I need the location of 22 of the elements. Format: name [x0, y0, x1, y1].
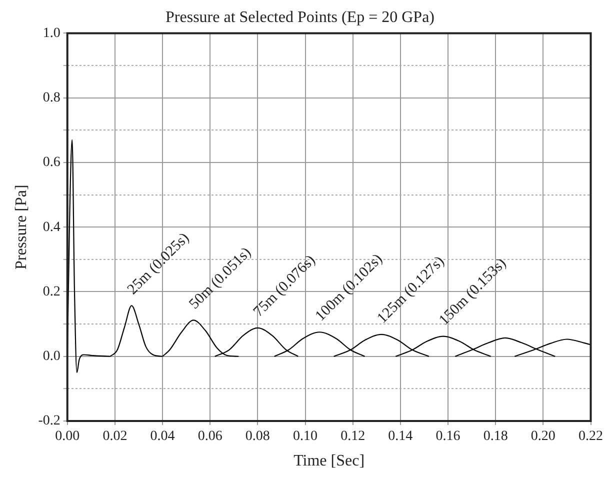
chart-title: Pressure at Selected Points (Ep = 20 GPa) — [166, 8, 434, 26]
y-tick-label: 0.2 — [42, 284, 60, 300]
x-axis-title: Time [Sec] — [294, 452, 365, 470]
x-tick-label: 0.08 — [245, 429, 270, 444]
y-tick-label: 1.0 — [42, 26, 60, 41]
x-tick-label: 0.14 — [388, 429, 413, 444]
x-tick-label: 0.02 — [102, 429, 128, 444]
y-tick-label: 0.6 — [42, 155, 60, 170]
y-axis-title: Pressure [Pa] — [12, 184, 30, 270]
x-tick-label: 0.06 — [198, 429, 222, 444]
x-tick-label: 0.16 — [436, 429, 460, 444]
y-tick-label: -0.2 — [38, 414, 60, 429]
x-tick-label: 0.00 — [55, 429, 80, 444]
y-tick-label: 0.4 — [42, 220, 60, 235]
x-tick-label: 0.20 — [530, 429, 556, 444]
y-tick-label: 0.0 — [42, 349, 60, 364]
x-tick-label: 0.10 — [293, 429, 318, 444]
x-tick-label: 0.18 — [483, 429, 508, 444]
x-tick-label: 0.04 — [150, 429, 175, 444]
y-tick-label: 0.8 — [42, 90, 60, 106]
x-tick-label: 0.22 — [578, 429, 603, 444]
x-tick-label: 0.12 — [340, 429, 366, 444]
